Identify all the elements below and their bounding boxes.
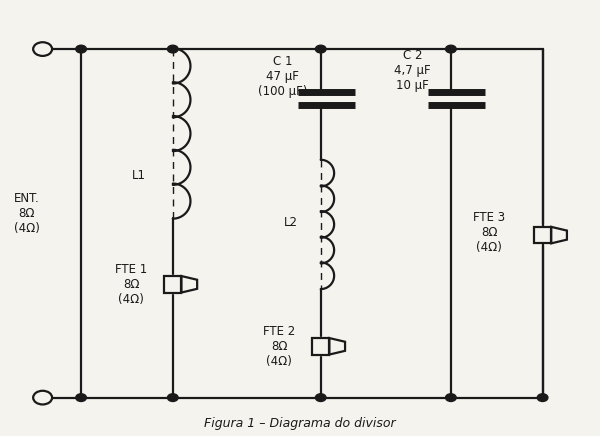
Circle shape [446,45,456,53]
Text: C 1
47 μF
(100 μF): C 1 47 μF (100 μF) [257,55,307,99]
Circle shape [33,42,52,56]
Text: C 2
4,7 μF
10 μF: C 2 4,7 μF 10 μF [394,49,431,92]
Text: L1: L1 [132,169,146,182]
Circle shape [76,45,86,53]
Text: L2: L2 [284,216,298,229]
Bar [164,276,181,293]
Text: FTE 1
8Ω
(4Ω): FTE 1 8Ω (4Ω) [115,263,148,306]
Text: FTE 2
8Ω
(4Ω): FTE 2 8Ω (4Ω) [263,325,295,368]
Circle shape [316,394,326,402]
Circle shape [316,45,326,53]
Polygon shape [181,276,197,293]
Circle shape [167,45,178,53]
Circle shape [167,394,178,402]
Text: FTE 3
8Ω
(4Ω): FTE 3 8Ω (4Ω) [473,211,505,255]
Text: ENT.
8Ω
(4Ω): ENT. 8Ω (4Ω) [14,192,40,235]
Circle shape [537,394,548,402]
Bar [312,338,329,354]
Circle shape [76,394,86,402]
Circle shape [33,391,52,405]
Bar [534,227,551,243]
Polygon shape [329,338,345,354]
Text: Figura 1 – Diagrama do divisor: Figura 1 – Diagrama do divisor [204,417,396,430]
Polygon shape [551,227,567,243]
Circle shape [446,394,456,402]
